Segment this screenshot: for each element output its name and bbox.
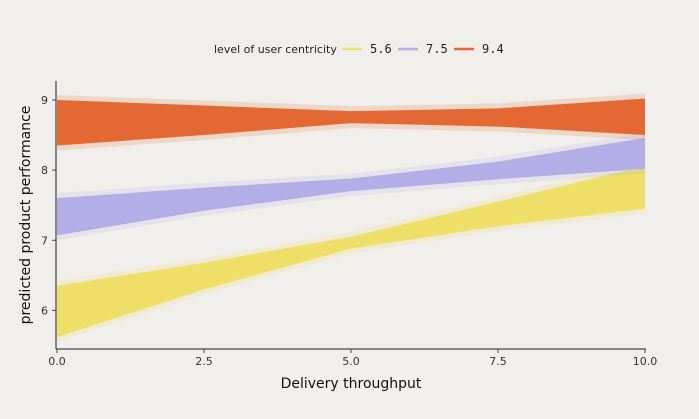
x-axis-label: Delivery throughput bbox=[281, 376, 422, 392]
legend-title: level of user centricity bbox=[214, 43, 337, 56]
y-tick-label: 6 bbox=[41, 304, 48, 317]
x-tick-label: 2.5 bbox=[195, 355, 213, 368]
x-tick-label: 5.0 bbox=[342, 355, 360, 368]
y-axis-label: predicted product performance bbox=[18, 106, 34, 325]
y-tick-label: 8 bbox=[41, 164, 48, 177]
band-7.5 bbox=[57, 137, 645, 236]
x-tick-label: 10.0 bbox=[633, 355, 658, 368]
y-tick-label: 9 bbox=[41, 94, 48, 107]
band-5.6 bbox=[57, 165, 645, 338]
y-tick-label: 7 bbox=[41, 234, 48, 247]
legend-label: 9.4 bbox=[482, 42, 504, 56]
x-tick-label: 7.5 bbox=[489, 355, 507, 368]
legend-label: 7.5 bbox=[426, 42, 448, 56]
legend-label: 5.6 bbox=[370, 42, 392, 56]
band-9.4 bbox=[57, 98, 645, 146]
x-tick-label: 0.0 bbox=[48, 355, 66, 368]
legend: level of user centricity 5.6 7.5 9.4 bbox=[214, 42, 504, 56]
